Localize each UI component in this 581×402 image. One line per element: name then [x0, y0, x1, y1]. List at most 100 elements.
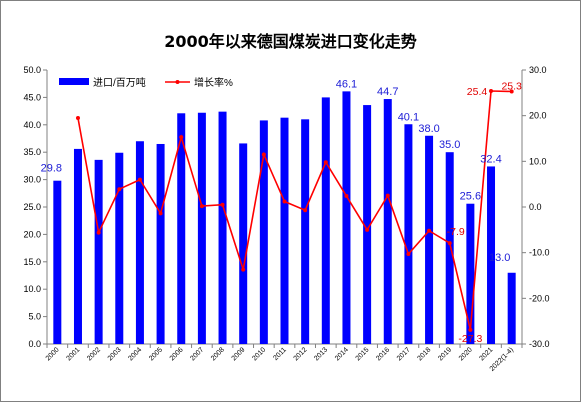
- legend-bar-swatch: [59, 78, 89, 85]
- right-tick-label: -20.0: [529, 293, 550, 303]
- growth-point-2007: [199, 204, 204, 209]
- x-tick-label: 2020: [458, 346, 474, 362]
- legend-line-label: 增长率%: [194, 76, 233, 89]
- x-tick-label: 2004: [127, 346, 143, 362]
- line-data-label: -27.3: [458, 333, 482, 345]
- left-tick-label: 15.0: [23, 257, 41, 267]
- bar-data-label: 13.0: [489, 252, 510, 264]
- bar-data-label: 46.1: [336, 78, 357, 90]
- bar-data-label: 44.7: [377, 86, 398, 98]
- line-data-label: -7.9: [447, 226, 465, 238]
- bar-data-label: 32.4: [480, 153, 501, 165]
- bar-2001: [73, 148, 82, 344]
- x-tick-label: 2001: [65, 346, 81, 362]
- bar-2021: [487, 166, 496, 344]
- bar-2008: [218, 111, 227, 344]
- legend: 进口/百万吨 增长率%: [59, 76, 233, 89]
- left-tick-label: 25.0: [23, 202, 41, 212]
- bar-2005: [156, 143, 165, 344]
- x-tick-label: 2016: [375, 346, 391, 362]
- legend-bar-label: 进口/百万吨: [93, 76, 146, 89]
- growth-point-2016: [385, 193, 390, 198]
- left-tick-label: 5.0: [28, 312, 41, 322]
- bar-2015: [363, 105, 372, 345]
- growth-point-2001: [75, 115, 80, 120]
- growth-point-2020: [468, 327, 473, 332]
- bar-2013: [321, 97, 330, 345]
- bar-2007: [197, 112, 206, 344]
- growth-point-2003: [117, 187, 122, 192]
- x-tick-label: 2019: [437, 346, 453, 362]
- x-tick-label: 2010: [251, 346, 267, 362]
- x-tick-label: 2003: [107, 346, 123, 362]
- bar-2019: [445, 152, 454, 344]
- x-tick-label: 2018: [417, 346, 433, 362]
- chart-title: 2000年以来德国煤炭进口变化走势: [164, 32, 417, 51]
- growth-point-2005: [158, 211, 163, 216]
- bar-2010: [259, 120, 268, 344]
- x-tick-label: 2015: [355, 346, 371, 362]
- bar-data-label: 29.8: [41, 163, 62, 175]
- growth-point-2022(1-4): [509, 89, 514, 94]
- right-tick-label: -30.0: [529, 339, 550, 349]
- x-tick-label: 2013: [313, 346, 329, 362]
- growth-point-2009: [241, 267, 246, 272]
- bar-2022(1-4): [507, 272, 516, 344]
- right-tick-label: 0.0: [529, 202, 542, 212]
- growth-point-2014: [344, 194, 349, 199]
- bar-2002: [94, 159, 103, 344]
- x-tick-label: 2002: [86, 346, 102, 362]
- bar-2006: [177, 113, 186, 345]
- growth-point-2011: [282, 199, 287, 204]
- bar-2020: [466, 203, 475, 344]
- left-tick-label: 45.0: [23, 92, 41, 102]
- right-tick-label: 10.0: [529, 156, 547, 166]
- bar-2018: [425, 135, 434, 344]
- growth-point-2012: [303, 208, 308, 213]
- left-tick-label: 0.0: [28, 339, 41, 349]
- left-tick-label: 40.0: [23, 120, 41, 130]
- bar-2016: [383, 99, 392, 344]
- left-tick-label: 50.0: [23, 65, 41, 75]
- x-tick-label: 2011: [272, 346, 288, 362]
- x-tick-label: 2000: [45, 346, 61, 362]
- x-tick-label: 2012: [293, 346, 309, 362]
- left-tick-label: 30.0: [23, 175, 41, 185]
- bar-2004: [135, 141, 144, 344]
- growth-point-2002: [96, 230, 101, 235]
- growth-point-2010: [261, 152, 266, 157]
- x-tick-label: 2009: [231, 346, 247, 362]
- right-tick-label: 30.0: [529, 65, 547, 75]
- x-tick-label: 2014: [334, 346, 350, 362]
- bar-2009: [239, 143, 248, 344]
- bar-2017: [404, 124, 413, 344]
- growth-line-group: [75, 89, 514, 332]
- x-tick-label: 2005: [148, 346, 164, 362]
- data-labels-group: 29.8 46.1 44.7 40.138.035.0 25.6 32.4 13.0 -7.9…: [41, 78, 522, 344]
- x-tick-label: 2017: [396, 346, 412, 362]
- growth-line: [77, 90, 512, 331]
- left-tick-label: 10.0: [23, 284, 41, 294]
- growth-point-2006: [179, 135, 184, 140]
- bar-2012: [301, 119, 310, 344]
- right-tick-label: -10.0: [529, 248, 550, 258]
- growth-point-2019: [447, 241, 452, 246]
- bar-2011: [280, 117, 289, 345]
- bar-data-label: 35.0: [439, 139, 460, 151]
- line-data-label: 25.4: [467, 86, 488, 98]
- line-data-label: 25.3: [501, 80, 522, 92]
- growth-point-2008: [220, 202, 225, 207]
- x-tick-label: 2008: [210, 346, 226, 362]
- bar-2014: [342, 91, 351, 344]
- x-tick-label: 2006: [169, 346, 185, 362]
- x-tick-label: 2021: [478, 346, 494, 362]
- growth-point-2015: [365, 227, 370, 232]
- left-tick-label: 20.0: [23, 229, 41, 239]
- growth-point-2013: [323, 160, 328, 165]
- bars-group: [53, 91, 516, 345]
- bar-data-label: 40.1: [398, 111, 419, 123]
- growth-point-2021: [489, 89, 494, 94]
- growth-point-2017: [406, 252, 411, 257]
- right-tick-label: 20.0: [529, 111, 547, 121]
